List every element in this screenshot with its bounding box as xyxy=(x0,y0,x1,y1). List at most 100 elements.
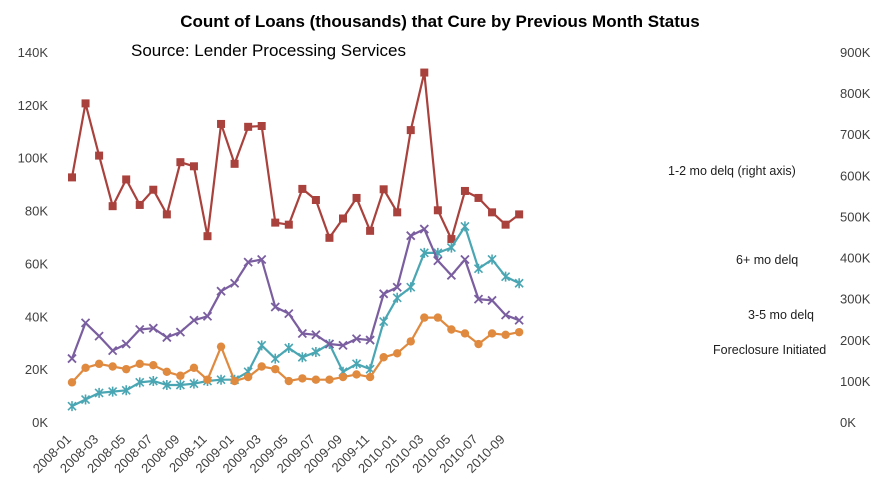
data-point xyxy=(175,380,185,390)
data-point xyxy=(514,315,524,325)
data-point xyxy=(460,221,470,232)
data-point xyxy=(189,378,199,389)
left-axis-tick-label: 0K xyxy=(32,415,48,430)
right-axis-tick-label: 700K xyxy=(840,127,871,142)
data-point xyxy=(433,313,443,322)
x-axis: 2008-012008-032008-052008-072008-092008-… xyxy=(30,432,508,476)
data-point xyxy=(135,359,144,369)
data-point xyxy=(351,358,362,369)
data-point xyxy=(515,210,524,219)
data-point xyxy=(94,331,104,341)
right-axis-tick-label: 200K xyxy=(840,333,871,348)
data-point xyxy=(419,247,429,258)
label-6-mo-delq: 6+ mo delq xyxy=(736,253,798,267)
data-point xyxy=(94,359,104,369)
data-point xyxy=(189,363,199,373)
data-point xyxy=(284,376,293,386)
right-axis-tick-label: 600K xyxy=(840,168,871,183)
data-point xyxy=(406,337,415,346)
data-point xyxy=(122,175,131,184)
left-axis-tick-label: 100K xyxy=(18,151,49,166)
data-point xyxy=(189,162,198,171)
data-point xyxy=(217,119,226,128)
left-axis-tick-label: 40K xyxy=(25,309,48,324)
data-point xyxy=(487,329,497,338)
data-point xyxy=(325,233,334,242)
chart-title: Count of Loans (thousands) that Cure by … xyxy=(180,12,699,31)
data-point xyxy=(149,185,158,194)
data-point xyxy=(108,362,117,371)
data-point xyxy=(94,387,104,398)
left-y-axis: 0K 20K 40K 60K 80K 100K 120K 140K xyxy=(18,45,49,430)
data-point xyxy=(501,220,510,229)
data-point xyxy=(80,318,91,328)
series-foreclosure-initiated xyxy=(67,313,524,387)
data-point xyxy=(447,325,456,334)
data-point xyxy=(379,316,389,327)
data-point xyxy=(311,196,320,204)
data-point xyxy=(230,376,239,386)
data-point xyxy=(447,235,456,244)
right-y-axis: 0K 100K 200K 300K 400K 500K 600K 700K 800K 900K xyxy=(840,45,871,430)
data-point xyxy=(473,294,484,304)
left-axis-tick-label: 140K xyxy=(18,45,49,60)
data-point xyxy=(162,380,172,390)
data-point xyxy=(460,254,470,265)
series-layer xyxy=(67,68,524,412)
data-point xyxy=(162,332,172,343)
data-point xyxy=(203,375,212,384)
data-point xyxy=(135,200,144,209)
data-point xyxy=(487,254,497,265)
right-axis-tick-label: 500K xyxy=(840,209,871,224)
data-point xyxy=(80,394,91,405)
data-point xyxy=(149,360,158,370)
data-point xyxy=(311,346,321,357)
data-point xyxy=(95,151,104,160)
data-point xyxy=(474,193,483,202)
data-point xyxy=(176,158,185,167)
data-point xyxy=(271,364,280,374)
data-point xyxy=(338,372,348,382)
data-point xyxy=(257,122,266,130)
series-line xyxy=(71,225,520,408)
data-point xyxy=(162,367,172,376)
data-point xyxy=(257,340,267,351)
series-3-5-mo-delq xyxy=(67,224,524,364)
data-point xyxy=(270,302,280,312)
data-point xyxy=(121,385,131,396)
right-axis-tick-label: 400K xyxy=(840,251,871,266)
data-point xyxy=(446,270,457,280)
data-point xyxy=(460,329,470,338)
data-point xyxy=(121,339,131,349)
data-point xyxy=(243,257,253,267)
data-point xyxy=(284,309,294,319)
data-point xyxy=(392,282,402,292)
data-point xyxy=(81,99,90,108)
data-point xyxy=(135,377,145,388)
data-point xyxy=(514,327,524,337)
data-point xyxy=(122,364,131,374)
data-point xyxy=(420,313,429,322)
data-point xyxy=(500,310,511,320)
data-point xyxy=(324,339,335,349)
data-point xyxy=(473,263,484,274)
data-point xyxy=(433,206,442,215)
data-point xyxy=(148,376,158,387)
series-line xyxy=(70,71,520,241)
data-point xyxy=(379,289,389,299)
series-line xyxy=(70,228,520,359)
data-point xyxy=(420,68,429,77)
left-axis-tick-label: 80K xyxy=(25,204,48,219)
right-axis-tick-label: 0K xyxy=(840,415,856,430)
data-point xyxy=(379,185,388,194)
data-point xyxy=(433,256,443,266)
data-point xyxy=(67,353,77,364)
data-point xyxy=(311,375,321,384)
series-labels: 1-2 mo delq (right axis) 6+ mo delq 3-5 mo… xyxy=(668,164,826,357)
data-point xyxy=(162,210,171,219)
label-1-2-mo-delq-right-axis: 1-2 mo delq (right axis) xyxy=(668,164,796,178)
data-point xyxy=(108,346,118,356)
data-point xyxy=(352,193,361,202)
data-point xyxy=(284,343,294,353)
data-point xyxy=(243,372,253,382)
